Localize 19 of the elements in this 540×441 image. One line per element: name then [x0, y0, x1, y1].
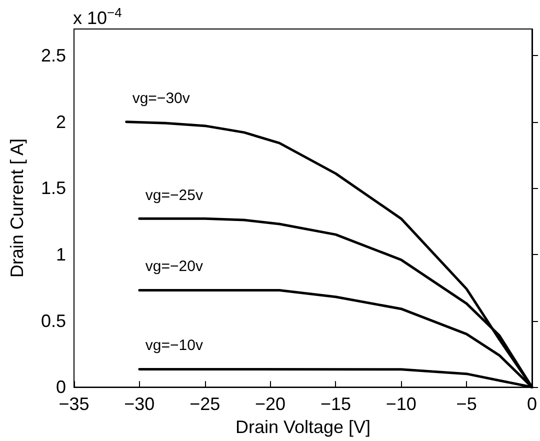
- x-tick-label: −15: [320, 394, 351, 414]
- x-tick-label: −20: [255, 394, 286, 414]
- y-tick-label: 2.5: [40, 46, 66, 66]
- y-tick-label: 1: [56, 244, 66, 264]
- x-axis-title: Drain Voltage [V]: [235, 417, 371, 437]
- text: x 10$^{−4}$: [73, 5, 122, 28]
- series-label: vg=−20v: [145, 258, 203, 276]
- y-tick-label: 0.5: [40, 310, 66, 331]
- series-label: vg=−30v: [132, 90, 190, 107]
- x-tick-label: −30: [124, 394, 155, 414]
- series-label: vg=−10v: [145, 337, 203, 354]
- y-tick-label: 1.5: [40, 178, 66, 198]
- x-tick-label: 0: [526, 394, 537, 414]
- y-axis-title: Drain Current [ A]: [7, 138, 27, 278]
- x-tick-label: −5: [456, 394, 477, 414]
- series-label: vg=−25v: [145, 186, 203, 204]
- x-tick-label: −10: [386, 394, 416, 414]
- x-tick-label: −25: [190, 394, 220, 414]
- y-tick-label: 2: [56, 112, 66, 132]
